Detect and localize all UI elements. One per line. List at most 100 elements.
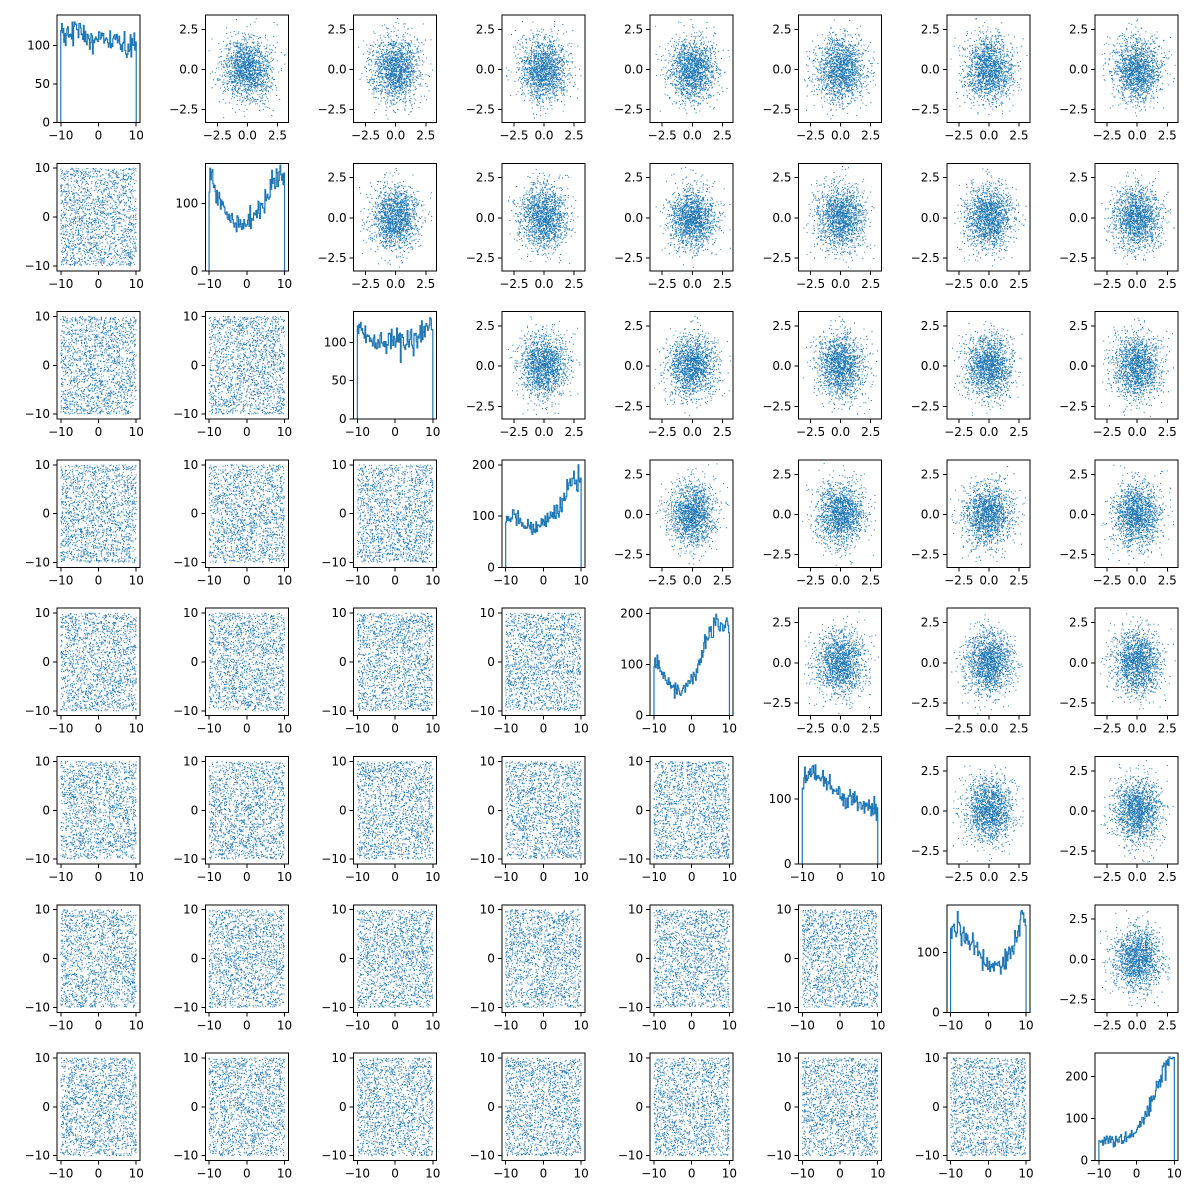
scatter-point bbox=[230, 57, 231, 58]
scatter-point bbox=[249, 53, 250, 54]
scatter-point bbox=[237, 76, 238, 77]
scatter-point bbox=[244, 33, 245, 34]
scatter-point bbox=[255, 83, 256, 84]
scatter-point bbox=[241, 72, 242, 73]
scatter-point bbox=[264, 46, 265, 47]
scatter-point bbox=[240, 80, 241, 81]
scatter-point bbox=[227, 60, 228, 61]
scatter-point bbox=[232, 71, 233, 72]
scatter-point bbox=[253, 57, 254, 58]
scatter-point bbox=[268, 67, 269, 68]
scatter-point bbox=[252, 79, 253, 80]
scatter-point bbox=[269, 54, 270, 55]
scatter-point bbox=[236, 81, 237, 82]
scatter-point bbox=[230, 49, 231, 50]
scatter-point bbox=[236, 19, 237, 20]
scatter-point bbox=[234, 31, 235, 32]
scatter-point bbox=[241, 58, 242, 59]
scatter-point bbox=[223, 93, 224, 94]
scatter-point bbox=[251, 37, 252, 38]
scatter-point bbox=[250, 79, 251, 80]
scatter-point bbox=[257, 54, 258, 55]
scatter-point bbox=[273, 84, 274, 85]
scatter-point bbox=[250, 46, 251, 47]
scatter-point bbox=[256, 51, 257, 52]
scatter-point bbox=[249, 50, 250, 51]
scatter-point bbox=[268, 52, 269, 53]
scatter-point bbox=[245, 61, 246, 62]
scatter-point bbox=[263, 62, 264, 63]
scatter-point bbox=[234, 71, 235, 72]
scatter-point bbox=[245, 38, 246, 39]
scatter-point bbox=[241, 90, 242, 91]
scatter-point bbox=[240, 50, 241, 51]
scatter-point bbox=[237, 104, 238, 105]
scatter-point bbox=[230, 70, 231, 71]
x-tick-label: −10 bbox=[48, 129, 73, 143]
scatter-point bbox=[237, 96, 238, 97]
scatter-point bbox=[228, 83, 229, 84]
scatter-point bbox=[225, 76, 226, 77]
scatter-point bbox=[245, 74, 246, 75]
scatter-point bbox=[242, 39, 243, 40]
scatter-point bbox=[255, 55, 256, 56]
scatter-point bbox=[212, 39, 213, 40]
scatter-point bbox=[257, 47, 258, 48]
scatter-point bbox=[266, 87, 267, 88]
scatter-point bbox=[228, 76, 229, 77]
scatter-point bbox=[255, 103, 256, 104]
scatter-point bbox=[232, 76, 233, 77]
scatter-point bbox=[228, 52, 229, 53]
scatter-point bbox=[270, 68, 271, 69]
scatter-point bbox=[241, 43, 242, 44]
scatter-point bbox=[264, 88, 265, 89]
scatter-point bbox=[236, 67, 237, 68]
scatter-point bbox=[262, 95, 263, 96]
scatter-point bbox=[237, 70, 238, 71]
scatter-point bbox=[244, 64, 245, 65]
scatter-point bbox=[257, 68, 258, 69]
scatter-point bbox=[258, 38, 259, 39]
scatter-point bbox=[252, 50, 253, 51]
scatter-point bbox=[266, 67, 267, 68]
scatter-point bbox=[254, 62, 255, 63]
scatter-point bbox=[251, 75, 252, 76]
scatter-point bbox=[256, 77, 257, 78]
scatter-point bbox=[272, 50, 273, 51]
scatter-point bbox=[249, 95, 250, 96]
scatter-point bbox=[276, 87, 277, 88]
scatter-point bbox=[242, 71, 243, 72]
scatter-point bbox=[254, 99, 255, 100]
scatter-point bbox=[272, 89, 273, 90]
scatter-point bbox=[252, 35, 253, 36]
scatter-point bbox=[257, 41, 258, 42]
scatter-point bbox=[262, 59, 263, 60]
scatter-point bbox=[277, 60, 278, 61]
scatter-point bbox=[258, 73, 259, 74]
scatter-point bbox=[250, 61, 251, 62]
scatter-point bbox=[245, 34, 246, 35]
scatter-point bbox=[223, 66, 224, 67]
scatter-point bbox=[263, 83, 264, 84]
scatter-point bbox=[238, 88, 239, 89]
scatter-point bbox=[274, 22, 275, 23]
scatter-point bbox=[261, 89, 262, 90]
scatter-point bbox=[259, 57, 260, 58]
scatter-point bbox=[264, 68, 265, 69]
scatter-point bbox=[250, 101, 251, 102]
scatter-point bbox=[233, 44, 234, 45]
scatter-point bbox=[266, 106, 267, 107]
scatter-point bbox=[238, 33, 239, 34]
scatter-point bbox=[261, 86, 262, 87]
scatter-point bbox=[231, 67, 232, 68]
scatter-point bbox=[240, 81, 241, 82]
scatter-point bbox=[258, 60, 259, 61]
scatter-point bbox=[221, 69, 222, 70]
scatter-point bbox=[228, 58, 229, 59]
scatter-point bbox=[254, 76, 255, 77]
x-tick-label: 10 bbox=[129, 129, 144, 143]
scatter-point bbox=[228, 81, 229, 82]
scatter-point bbox=[239, 73, 240, 74]
scatter-point bbox=[250, 103, 251, 104]
